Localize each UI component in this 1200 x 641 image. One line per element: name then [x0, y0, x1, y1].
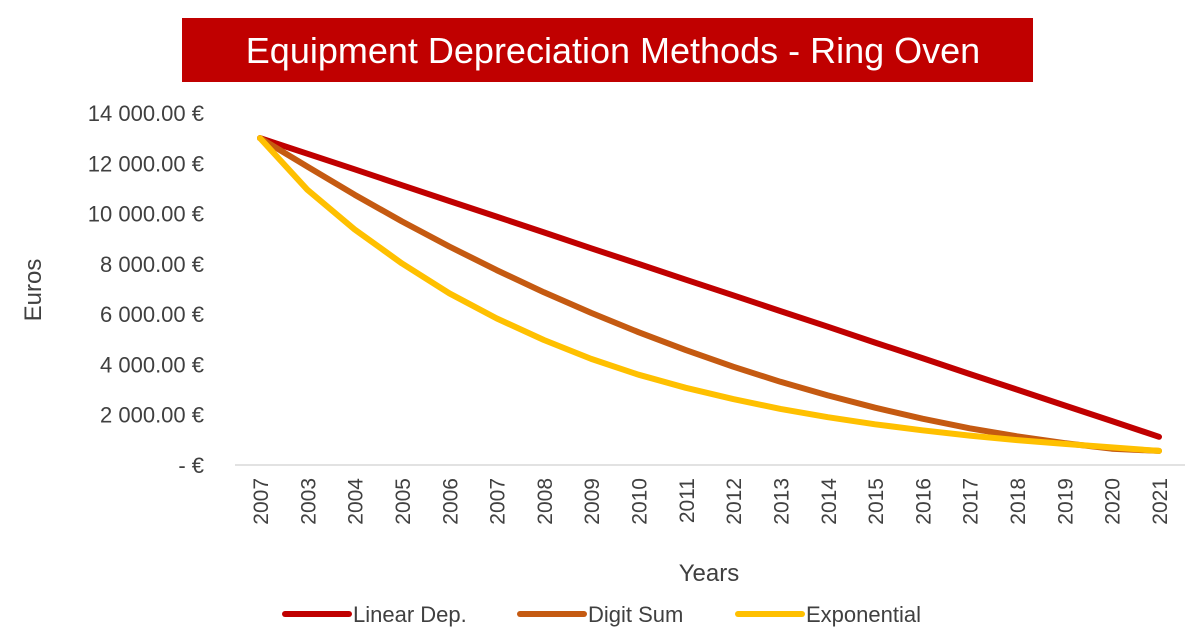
- x-tick-labels: 2007 2003 2004 2005 2006 2007 2008 2009 2010 2011…: [250, 478, 1172, 525]
- y-tick-label: 6 000.00 €: [100, 302, 204, 327]
- y-tick-label: 10 000.00 €: [88, 202, 204, 227]
- series-line-3: [257, 135, 1162, 454]
- x-tick-label: 2019: [1054, 478, 1077, 525]
- y-tick-label: 8 000.00 €: [100, 252, 204, 277]
- x-tick-label: 2010: [629, 478, 652, 525]
- series-line-2: [257, 135, 1162, 454]
- x-tick-label: 2008: [534, 478, 557, 525]
- x-tick-label: 2004: [345, 478, 368, 525]
- series-line-1: [257, 135, 1162, 440]
- x-tick-label: 2018: [1007, 478, 1030, 525]
- x-tick-label: 2006: [439, 478, 462, 525]
- y-tick-label: 2 000.00 €: [100, 403, 204, 428]
- y-tick-labels: - € 2 000.00 € 4 000.00 € 6 000.00 € 8 000.0…: [88, 101, 204, 478]
- x-tick-label: 2016: [912, 478, 935, 525]
- y-tick-label: 4 000.00 €: [100, 352, 204, 377]
- x-tick-label: 2015: [865, 478, 888, 525]
- series-lines: [257, 135, 1162, 454]
- x-tick-label: 2003: [297, 478, 320, 525]
- title-banner: [182, 18, 1033, 82]
- legend-label-3: Exponential: [806, 602, 921, 627]
- x-tick-label: 2007: [250, 478, 273, 525]
- x-tick-label: 2014: [818, 478, 841, 525]
- x-tick-label: 2009: [581, 478, 604, 525]
- y-tick-label: 12 000.00 €: [88, 151, 204, 176]
- x-tick-label: 2007: [487, 478, 510, 525]
- x-axis-title: Years: [679, 560, 740, 587]
- legend-label-2: Digit Sum: [588, 602, 683, 627]
- chart-title: Equipment Depreciation Methods - Ring Ov…: [246, 30, 980, 71]
- x-tick-label: 2017: [960, 478, 983, 525]
- legend: Linear Dep. Digit Sum Exponential: [282, 602, 921, 627]
- y-tick-label: 14 000.00 €: [88, 101, 204, 126]
- x-tick-label: 2021: [1149, 478, 1172, 525]
- x-tick-label: 2013: [770, 478, 793, 525]
- x-tick-label: 2012: [723, 478, 746, 525]
- y-tick-label: - €: [178, 453, 204, 478]
- x-tick-label: 2011: [676, 478, 699, 523]
- x-tick-label: 2005: [392, 478, 415, 525]
- legend-label-1: Linear Dep.: [353, 602, 467, 627]
- x-tick-label: 2020: [1102, 478, 1125, 525]
- y-axis-title: Euros: [20, 259, 47, 322]
